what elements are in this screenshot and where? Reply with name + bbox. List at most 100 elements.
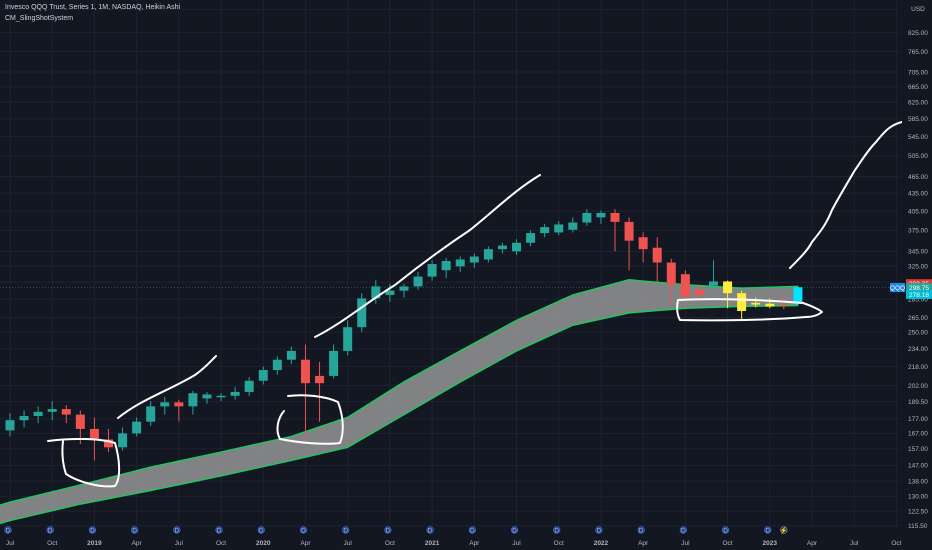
dividend-marker[interactable]	[88, 526, 97, 534]
candle-body[interactable]	[244, 380, 254, 392]
candle-body[interactable]	[694, 289, 704, 295]
candle-body[interactable]	[357, 298, 367, 328]
y-tick-label: 435.00	[908, 190, 928, 197]
candle-body[interactable]	[33, 411, 43, 416]
candle-body[interactable]	[160, 402, 170, 407]
y-tick-label: 545.00	[908, 134, 928, 141]
candle-body[interactable]	[103, 439, 113, 448]
candle-body[interactable]	[188, 393, 198, 407]
y-tick-label: 665.00	[908, 84, 928, 91]
candle-body[interactable]	[469, 256, 479, 263]
candle-body[interactable]	[512, 242, 522, 252]
candle-body[interactable]	[638, 237, 648, 250]
candle-body[interactable]	[202, 394, 212, 399]
candle-body[interactable]	[497, 245, 507, 250]
x-tick-label: 2022	[594, 540, 609, 547]
dividend-marker[interactable]	[342, 526, 350, 534]
candle-body[interactable]	[540, 227, 550, 234]
split-marker[interactable]	[780, 526, 788, 534]
candle-body[interactable]	[19, 415, 29, 421]
dividend-marker[interactable]	[426, 526, 434, 534]
dividend-marker[interactable]	[510, 526, 519, 534]
dividend-marker[interactable]	[553, 526, 561, 534]
dividend-marker[interactable]	[46, 526, 54, 534]
candle-body[interactable]	[779, 303, 789, 306]
candle-body[interactable]	[47, 409, 57, 412]
y-tick-label: 325.00	[908, 264, 928, 271]
candle-body[interactable]	[666, 262, 676, 285]
candle-body[interactable]	[793, 287, 803, 304]
dividend-marker[interactable]	[215, 526, 223, 534]
dividend-marker[interactable]	[173, 526, 181, 534]
candle-body[interactable]	[737, 293, 747, 312]
candle-body[interactable]	[89, 428, 99, 440]
candle-body[interactable]	[258, 370, 268, 381]
dividend-marker[interactable]	[468, 526, 476, 534]
dividend-marker[interactable]	[257, 526, 265, 534]
x-tick-label: Oct	[47, 540, 57, 547]
candle-body[interactable]	[132, 421, 142, 434]
candle-body[interactable]	[652, 247, 662, 263]
y-tick-label: 202.00	[908, 383, 928, 390]
dividend-marker-label: D	[301, 527, 306, 534]
chart-title: Invesco QQQ Trust, Series 1, 1M, NASDAQ,…	[5, 4, 181, 11]
dividend-marker[interactable]	[299, 526, 308, 534]
candle-body[interactable]	[526, 233, 536, 243]
x-tick-label: Oct	[891, 540, 901, 547]
price-tag-bg	[906, 289, 932, 299]
candle-body[interactable]	[61, 409, 71, 415]
candle-body[interactable]	[680, 274, 690, 297]
candle-body[interactable]	[751, 302, 761, 305]
candle-body[interactable]	[300, 359, 310, 384]
candle-body[interactable]	[723, 281, 733, 294]
x-tick-label: Oct	[554, 540, 564, 547]
candle-body[interactable]	[582, 212, 592, 223]
candle-body[interactable]	[371, 286, 381, 299]
dividend-marker[interactable]	[131, 526, 139, 534]
candle-body[interactable]	[315, 375, 325, 384]
dividend-marker[interactable]	[764, 526, 772, 534]
dividend-marker[interactable]	[384, 526, 392, 534]
candle-body[interactable]	[118, 433, 128, 448]
candle-body[interactable]	[399, 286, 409, 291]
candle-body[interactable]	[329, 350, 339, 376]
candle-body[interactable]	[709, 281, 718, 286]
dividend-marker-label: D	[639, 527, 644, 534]
x-tick-label: Oct	[385, 540, 395, 547]
candle-body[interactable]	[596, 212, 606, 218]
candle-body[interactable]	[413, 276, 423, 287]
candle-body[interactable]	[441, 260, 451, 271]
candle-body[interactable]	[455, 259, 465, 267]
dividend-marker-label: D	[217, 527, 222, 534]
candle-body[interactable]	[343, 327, 353, 351]
candle-body[interactable]	[765, 303, 775, 307]
x-tick-label: Apr	[469, 540, 480, 547]
candle-body[interactable]	[5, 420, 15, 431]
candle-body[interactable]	[286, 350, 296, 360]
dividend-marker[interactable]	[637, 526, 645, 534]
dividend-marker[interactable]	[4, 526, 12, 534]
price-tag-bg	[906, 282, 932, 292]
candle-body[interactable]	[624, 221, 634, 241]
candle-body[interactable]	[568, 222, 578, 230]
candle-body[interactable]	[146, 406, 156, 422]
candle-body[interactable]	[427, 264, 437, 277]
candle-body[interactable]	[385, 290, 395, 295]
dividend-marker[interactable]	[595, 526, 603, 534]
x-tick-label: Jul	[344, 540, 353, 547]
candle-body[interactable]	[216, 395, 226, 398]
dividend-marker[interactable]	[679, 526, 687, 534]
candle-body[interactable]	[230, 391, 240, 396]
candle-body[interactable]	[174, 402, 184, 407]
candle-body[interactable]	[483, 249, 493, 260]
dividend-marker-label: D	[681, 527, 686, 534]
dividend-marker[interactable]	[721, 526, 730, 534]
candle-body[interactable]	[272, 359, 282, 371]
candle-body[interactable]	[610, 212, 620, 222]
candle-body[interactable]	[75, 414, 85, 429]
y-tick-label: 177.00	[908, 416, 928, 423]
candle-body[interactable]	[554, 224, 564, 233]
